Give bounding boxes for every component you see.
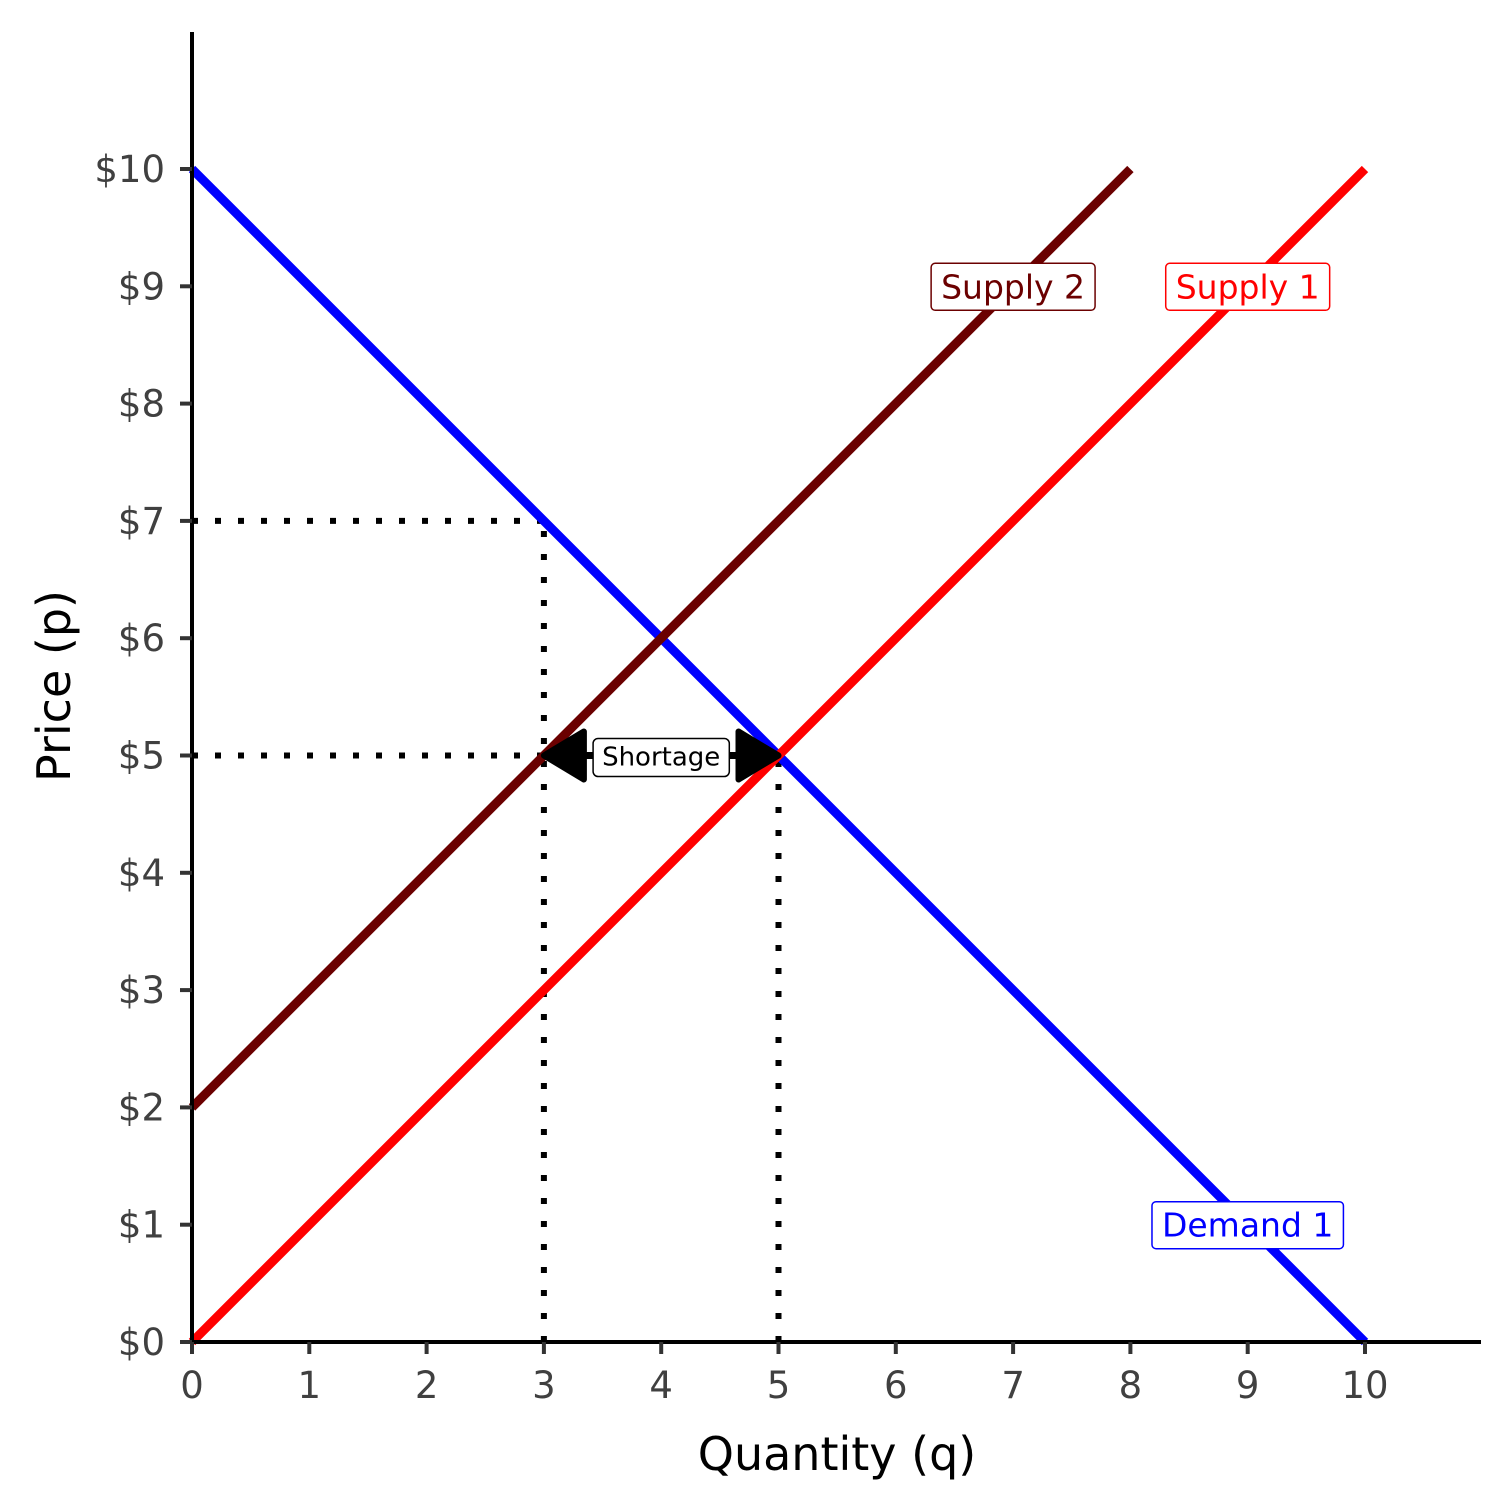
x-tick-label-10: 10 bbox=[1341, 1364, 1388, 1407]
series-label-box bbox=[1151, 1200, 1345, 1250]
reference-lines bbox=[192, 517, 782, 1342]
ticks: 0 1 2 3 4 5 6 7 8 9 10 $0 $1 $2 $3 $4 $5 $6 $7 $8 $9 $10 bbox=[94, 148, 1388, 1407]
series-label-text: Demand 1 bbox=[1162, 1206, 1333, 1245]
series-label-text: Supply 1 bbox=[1176, 267, 1320, 306]
shortage-arrowhead-left bbox=[540, 728, 587, 783]
axes bbox=[190, 32, 1481, 1344]
x-tick-label-7: 7 bbox=[1001, 1364, 1025, 1407]
x-tick-label-5: 5 bbox=[767, 1364, 791, 1407]
y-tick-label-5: $5 bbox=[118, 735, 165, 778]
y-tick-label-2: $2 bbox=[118, 1086, 165, 1129]
y-tick-label-0: $0 bbox=[118, 1321, 165, 1364]
series-labels: Demand 1 Supply 1 Supply 2 bbox=[930, 262, 1345, 1250]
series-label-box bbox=[1164, 262, 1331, 312]
series-line-supply-2 bbox=[188, 165, 1134, 1111]
shortage-label: Shortage bbox=[592, 737, 731, 778]
x-tick-label-6: 6 bbox=[884, 1364, 908, 1407]
shortage-label-text: Shortage bbox=[602, 743, 720, 773]
series-label-supply-2: Supply 2 bbox=[930, 262, 1096, 312]
y-tick-label-9: $9 bbox=[118, 265, 165, 308]
x-tick-label-2: 2 bbox=[415, 1364, 439, 1407]
y-tick-label-1: $1 bbox=[118, 1204, 165, 1247]
y-tick-label-10: $10 bbox=[94, 148, 165, 191]
y-tick-label-6: $6 bbox=[118, 617, 165, 660]
x-axis-title: Quantity (q) bbox=[698, 1427, 977, 1481]
x-tick-label-1: 1 bbox=[298, 1364, 322, 1407]
annotations: Shortage bbox=[592, 737, 731, 778]
x-tick-label-3: 3 bbox=[532, 1364, 556, 1407]
series-label-supply-1: Supply 1 bbox=[1164, 262, 1331, 312]
y-tick-label-7: $7 bbox=[118, 500, 165, 543]
y-tick-label-8: $8 bbox=[118, 383, 165, 426]
y-tick-label-3: $3 bbox=[118, 969, 165, 1012]
shortage-label-box bbox=[592, 737, 731, 778]
x-tick-label-8: 8 bbox=[1119, 1364, 1143, 1407]
x-tick-label-0: 0 bbox=[180, 1364, 204, 1407]
y-axis-title: Price (p) bbox=[27, 590, 81, 782]
series-label-box bbox=[930, 262, 1096, 312]
x-tick-label-4: 4 bbox=[649, 1364, 673, 1407]
x-tick-label-9: 9 bbox=[1236, 1364, 1260, 1407]
y-tick-label-4: $4 bbox=[118, 852, 165, 895]
series-label-text: Supply 2 bbox=[941, 267, 1085, 306]
series-label-demand-1: Demand 1 bbox=[1151, 1200, 1345, 1250]
shortage-arrowhead-right bbox=[735, 728, 782, 783]
